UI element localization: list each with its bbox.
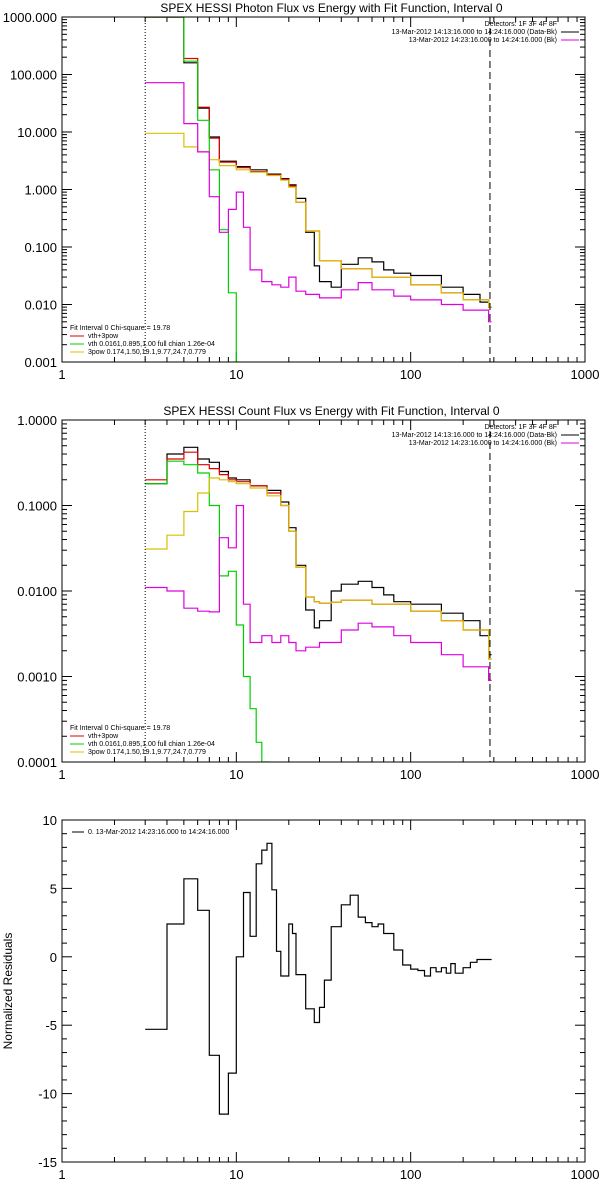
series-group <box>145 17 492 362</box>
series-line-2 <box>145 17 240 362</box>
series-line-0 <box>145 842 492 1115</box>
y-tick-label: 10.000 <box>17 125 57 140</box>
legend-top-right-text: Detectors: 1F 3F 4F 8F <box>485 21 557 28</box>
x-tick-label: 100 <box>400 767 422 782</box>
x-tick-label: 10 <box>229 1167 243 1182</box>
fit-legend-header: Fit Interval 0 Chi-square = 19.78 <box>70 725 170 732</box>
y-tick-label: 10 <box>43 813 57 828</box>
y-tick-label: 1.0000 <box>17 413 57 428</box>
y-tick-label: 0.001 <box>24 355 57 370</box>
y-tick-label: 0.010 <box>24 298 57 313</box>
series-line-4 <box>145 504 492 681</box>
series-line-3 <box>145 132 492 308</box>
fit-legend-entry: vth+3pow <box>88 733 119 740</box>
y-tick-label: 0.0100 <box>17 584 57 599</box>
x-tick-label: 1 <box>58 1167 65 1182</box>
fit-legend-header: Fit Interval 0 Chi-square = 19.78 <box>70 325 170 332</box>
plot-frame <box>61 419 586 763</box>
x-tick-label: 1000 <box>571 1167 600 1182</box>
x-tick-label: 1000 <box>571 767 600 782</box>
count-flux-panel: SPEX HESSI Count Flux vs Energy with Fit… <box>17 404 599 782</box>
y-tick-label: 1.000 <box>24 183 57 198</box>
x-tick-label: 100 <box>400 367 422 382</box>
series-line-1 <box>145 17 492 308</box>
y-tick-label: 0.1000 <box>17 499 57 514</box>
x-tick-label: 10 <box>229 367 243 382</box>
legend-top-right-text: 13-Mar-2012 14:13:16.000 to 14:24:16.000… <box>392 29 557 36</box>
y-tick-label: -5 <box>45 1018 57 1033</box>
x-tick-label: 10 <box>229 767 243 782</box>
series-group <box>145 446 492 762</box>
y-tick-label: 100.000 <box>10 68 57 83</box>
legend-top-right-text: Detectors: 1F 3F 4F 8F <box>485 424 557 431</box>
x-tick-label: 1000 <box>571 367 600 382</box>
series-line-0 <box>145 446 492 656</box>
fit-legend-entry: vth 0.0161,0.895,1.00 full chian 1.26e-0… <box>88 741 215 748</box>
fit-legend-entry: 3pow 0.174,1.50,19.1,9.77,24.7,0.779 <box>88 749 206 756</box>
x-tick-label: 100 <box>400 1167 422 1182</box>
chart-title: SPEX HESSI Count Flux vs Energy with Fit… <box>163 404 499 418</box>
chart-title: SPEX HESSI Photon Flux vs Energy with Fi… <box>160 1 502 15</box>
plot-frame <box>61 819 586 1163</box>
legend-top-right-text: 13-Mar-2012 14:23:16.000 to 14:24:16.000… <box>409 37 557 44</box>
y-tick-label: 5 <box>50 881 57 896</box>
fit-legend-entry: 3pow 0.174,1.50,19.1,9.77,24.7,0.779 <box>88 349 206 356</box>
photon-flux-panel: SPEX HESSI Photon Flux vs Energy with Fi… <box>3 1 600 382</box>
y-axis-label: Normalized Residuals <box>1 933 15 1050</box>
y-tick-label: 0.0001 <box>17 755 57 770</box>
y-tick-label: 1000.000 <box>3 10 57 25</box>
plot-frame <box>61 16 586 363</box>
y-tick-label: -10 <box>38 1087 57 1102</box>
series-line-2 <box>145 460 270 762</box>
legend-top-right-text: 13-Mar-2012 14:23:16.000 to 14:24:16.000… <box>409 440 557 447</box>
x-tick-label: 1 <box>58 367 65 382</box>
residual-legend-text: 0. 13-Mar-2012 14:23:16.000 to 14:24:16.… <box>88 829 229 836</box>
y-tick-label: 0.100 <box>24 240 57 255</box>
fit-legend-entry: vth 0.0161,0.895,1.00 full chian 1.26e-0… <box>88 341 215 348</box>
series-group <box>145 842 492 1115</box>
fit-legend-entry: vth+3pow <box>88 333 119 340</box>
y-tick-label: 0.0010 <box>17 670 57 685</box>
residuals-panel: 1 10 100 1000 -15 -10 -5 0 5 10 Normalized Residua… <box>1 813 599 1182</box>
y-tick-label: 0 <box>50 950 57 965</box>
series-line-3 <box>145 477 492 660</box>
x-tick-label: 1 <box>58 767 65 782</box>
legend-top-right-text: 13-Mar-2012 14:13:16.000 to 14:24:16.000… <box>392 432 557 439</box>
series-line-4 <box>145 82 492 323</box>
y-tick-label: -15 <box>38 1155 57 1170</box>
